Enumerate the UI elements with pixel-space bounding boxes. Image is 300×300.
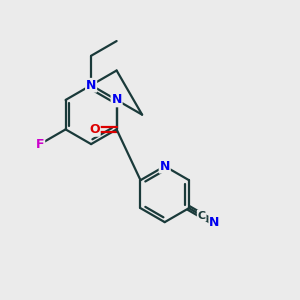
Text: N: N [209, 216, 220, 230]
Text: O: O [89, 123, 100, 136]
Text: N: N [86, 79, 96, 92]
Text: N: N [160, 160, 170, 173]
Text: C: C [198, 211, 206, 220]
Text: N: N [111, 93, 122, 106]
Text: F: F [36, 138, 44, 151]
